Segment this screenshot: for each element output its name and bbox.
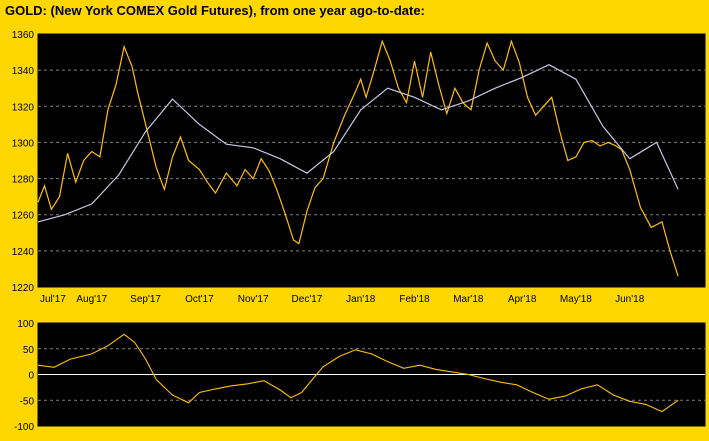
main-y-ticks: 1220 1240 1260 1280 1300 1320 1340 1360 (12, 30, 35, 294)
oscillator-y-tick-label: -100 (14, 422, 34, 433)
main-y-tick-label: 1240 (12, 247, 35, 258)
oscillator-line (37, 333, 679, 413)
main-y-tick-label: 1280 (12, 175, 35, 186)
main-x-tick-label: May'18 (560, 294, 592, 305)
main-x-tick-label: Feb'18 (399, 294, 430, 305)
main-x-tick-label: Nov'17 (238, 294, 269, 305)
oscillator-series (37, 333, 679, 413)
oscillator-gridlines (38, 348, 705, 401)
main-plot-frame (37, 33, 706, 288)
main-y-tick-label: 1320 (12, 102, 35, 113)
main-y-tick-label: 1300 (12, 138, 35, 149)
moving-average-line (37, 64, 679, 223)
main-y-tick-label: 1220 (12, 283, 35, 294)
oscillator-y-tick-label: 0 (28, 371, 34, 382)
main-x-tick-label: Jul'17 (40, 294, 66, 305)
main-series (37, 39, 679, 277)
main-x-tick-label: Sep'17 (130, 294, 161, 305)
main-x-tick-label: Jun'18 (615, 294, 645, 305)
oscillator-y-tick-label: 50 (23, 345, 35, 356)
main-y-tick-label: 1360 (12, 30, 35, 41)
oscillator-y-tick-label: 100 (17, 319, 34, 330)
gold-price-line (37, 39, 679, 277)
main-x-tick-label: Oct'17 (185, 294, 214, 305)
chart-title: GOLD: (New York COMEX Gold Futures), fro… (5, 3, 425, 18)
main-x-tick-label: Aug'17 (76, 294, 107, 305)
oscillator-y-ticks: -100 -50 0 50 100 (14, 319, 34, 433)
oscillator-y-tick-label: -50 (20, 396, 35, 407)
main-x-ticks: Jul'17 Aug'17 Sep'17 Oct'17 Nov'17 Dec'17 Jan'… (40, 294, 645, 305)
main-x-tick-label: Jan'18 (346, 294, 376, 305)
main-y-tick-label: 1340 (12, 66, 35, 77)
main-x-tick-label: Dec'17 (292, 294, 323, 305)
main-x-tick-label: Mar'18 (453, 294, 484, 305)
main-y-tick-label: 1260 (12, 211, 35, 222)
main-x-tick-label: Apr'18 (508, 294, 537, 305)
